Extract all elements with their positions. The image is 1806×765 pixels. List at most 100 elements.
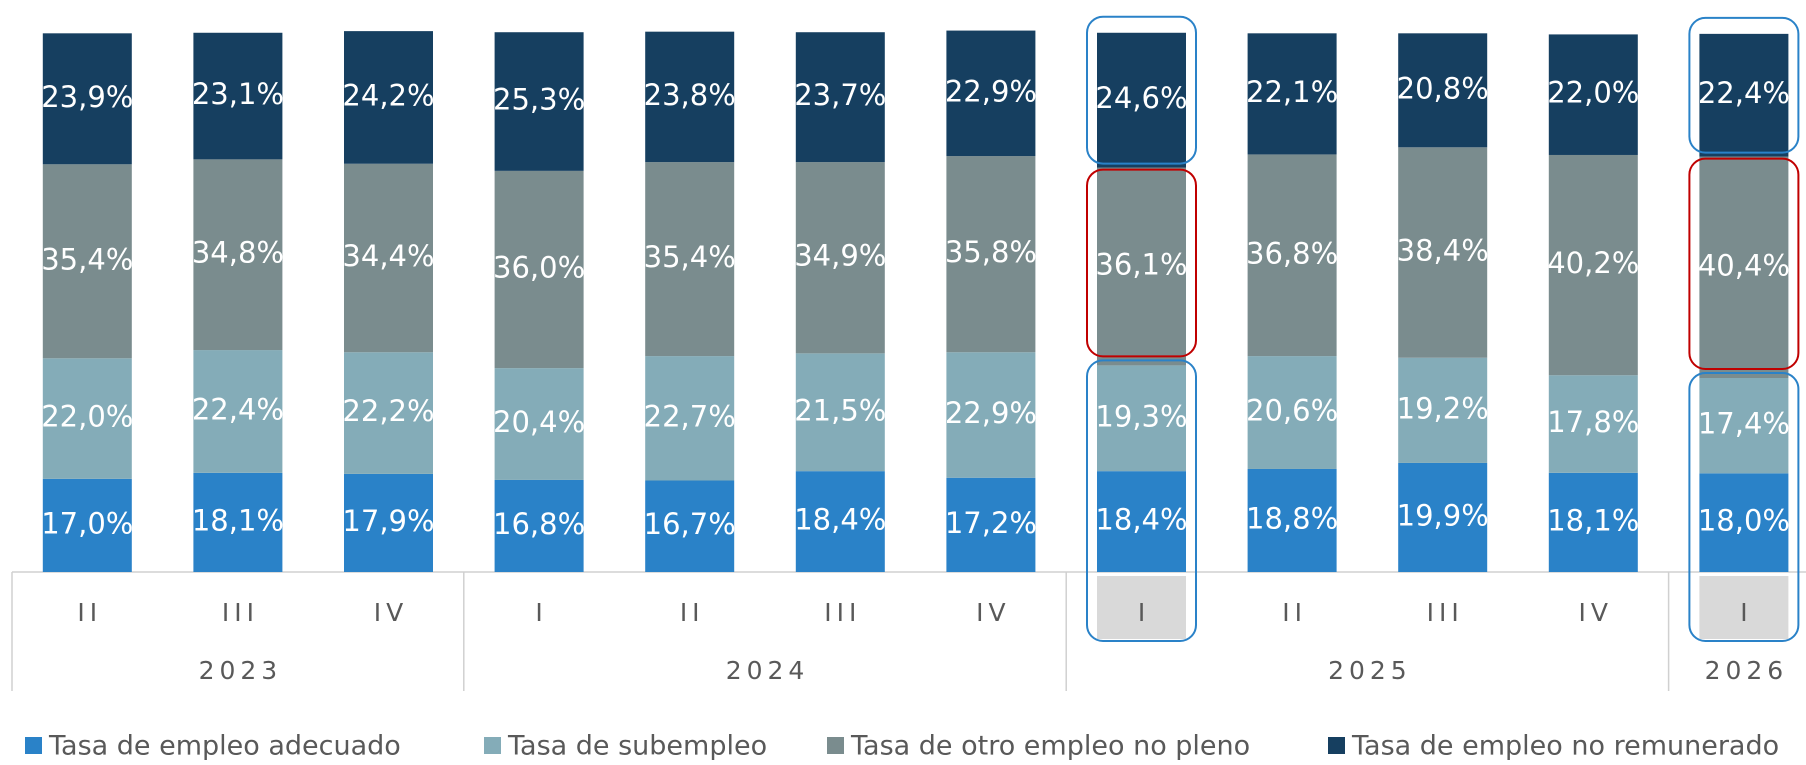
x-tick-label: I <box>1138 598 1150 627</box>
highlight-box <box>1086 15 1197 165</box>
highlight-box <box>1086 359 1197 642</box>
bar-segment <box>42 478 132 572</box>
data-label: 22,4% <box>1698 76 1790 110</box>
data-label: 34,8% <box>192 236 284 270</box>
bar-segment <box>344 352 433 474</box>
x-tick-label: IV <box>1579 598 1613 627</box>
highlight-box <box>1688 16 1800 154</box>
data-label: 36,8% <box>1246 236 1338 270</box>
bar-segment <box>193 159 283 351</box>
bar-segment <box>494 170 584 369</box>
bar-segment <box>1247 154 1337 357</box>
bar-segment <box>344 163 433 353</box>
bar-segment <box>42 33 132 165</box>
data-label: 23,8% <box>644 78 736 112</box>
x-tick-label: IV <box>976 598 1010 627</box>
bar-segment <box>1247 356 1337 469</box>
data-label: 21,5% <box>794 393 886 427</box>
data-label: 35,4% <box>41 242 133 276</box>
data-label: 16,8% <box>493 507 585 541</box>
data-label: 18,0% <box>1698 504 1790 538</box>
bar-segment <box>1398 147 1488 358</box>
data-label: 22,7% <box>644 399 736 433</box>
bar-segment <box>795 471 885 572</box>
bar-segment <box>1398 357 1488 463</box>
data-label: 18,1% <box>1547 503 1639 537</box>
data-label: 36,0% <box>493 251 585 285</box>
group-label: 2026 <box>1705 656 1789 685</box>
bar-segment <box>1398 462 1488 572</box>
bar-segment <box>42 164 132 359</box>
data-label: 34,9% <box>794 239 886 273</box>
highlight-box <box>1688 372 1800 642</box>
legend-swatch <box>484 737 501 754</box>
bar-segment <box>795 32 885 163</box>
bar-segment <box>193 32 283 160</box>
highlight-box <box>1086 168 1197 358</box>
legend-swatch <box>827 737 844 754</box>
bar-segment <box>1398 33 1488 148</box>
legend-swatch <box>25 737 42 754</box>
bar-segment <box>193 472 283 572</box>
bar-segment <box>645 162 735 357</box>
bar-segment <box>1699 473 1789 572</box>
bar-segment <box>1699 378 1789 474</box>
data-label: 23,1% <box>192 77 284 111</box>
data-label: 18,4% <box>1095 503 1187 537</box>
data-label: 35,4% <box>644 240 736 274</box>
data-label: 17,9% <box>342 504 434 538</box>
x-tick-label: I <box>1740 598 1752 627</box>
data-label: 22,2% <box>342 394 434 428</box>
data-label: 19,3% <box>1095 399 1187 433</box>
bar-segment <box>946 477 1036 572</box>
bar-segment <box>1097 167 1186 366</box>
bar-segment <box>494 479 584 572</box>
bar-segment <box>645 31 735 163</box>
group-label: 2025 <box>1328 656 1412 685</box>
data-label: 23,9% <box>41 80 133 114</box>
data-label: 17,0% <box>41 506 133 540</box>
data-label: 22,0% <box>1547 76 1639 110</box>
data-label: 38,4% <box>1397 234 1489 268</box>
group-label: 2023 <box>199 656 283 685</box>
data-label: 40,4% <box>1698 248 1790 282</box>
tick-highlight <box>1699 576 1789 639</box>
data-label: 20,6% <box>1246 394 1338 428</box>
data-label: 17,2% <box>945 506 1037 540</box>
legend-label: Tasa de empleo adecuado <box>48 731 401 762</box>
bar-segment <box>795 353 885 472</box>
x-tick-label: II <box>680 598 705 627</box>
legend-label: Tasa de subempleo <box>507 731 767 762</box>
data-label: 17,4% <box>1698 407 1790 441</box>
bar-segment <box>1699 33 1789 157</box>
bar-segment <box>494 32 584 171</box>
data-label: 24,6% <box>1095 81 1187 115</box>
data-label: 25,3% <box>493 83 585 117</box>
bar-segment <box>1247 468 1337 572</box>
data-label: 18,8% <box>1246 501 1338 535</box>
bar-segment <box>1548 154 1638 376</box>
data-label: 23,7% <box>794 78 886 112</box>
group-label: 2024 <box>726 656 810 685</box>
data-label: 22,1% <box>1246 75 1338 109</box>
data-label: 22,0% <box>41 400 133 434</box>
bar-segment <box>1097 471 1186 572</box>
bar-segment <box>1548 34 1638 155</box>
bar-segment <box>946 156 1036 353</box>
data-label: 20,4% <box>493 405 585 439</box>
bar-segment <box>42 358 132 479</box>
x-tick-label: III <box>824 598 861 627</box>
x-tick-label: II <box>1282 598 1307 627</box>
legend-swatch <box>1328 737 1345 754</box>
tick-highlight <box>1097 576 1186 639</box>
data-label: 22,9% <box>945 396 1037 430</box>
x-tick-label: II <box>77 598 102 627</box>
data-label: 40,2% <box>1547 246 1639 280</box>
bar-segment <box>645 356 735 481</box>
bar-segment <box>1699 156 1789 379</box>
data-label: 22,9% <box>945 74 1037 108</box>
bar-segment <box>494 368 584 480</box>
bar-segment <box>344 31 433 164</box>
data-label: 17,8% <box>1547 405 1639 439</box>
